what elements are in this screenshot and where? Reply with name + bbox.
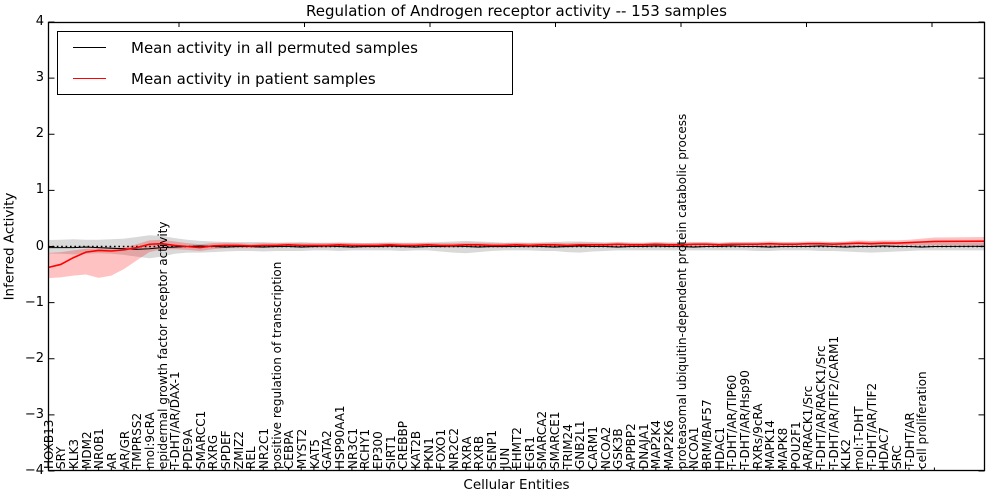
x-tick-label: MAPK14 [763, 420, 778, 469]
x-tick-label: HDAC1 [712, 426, 727, 469]
x-tick-label: T-DHT/AR [902, 412, 917, 469]
x-tick-label: NCOA2 [598, 426, 613, 469]
x-tick-label: EGR1 [522, 436, 537, 469]
band-series-1 [48, 237, 985, 279]
x-tick-label: PDE9A [180, 429, 195, 469]
y-tick-label: 0 [35, 238, 44, 254]
x-tick-label: MDM2 [79, 431, 94, 469]
x-tick-label: cell proliferation [915, 371, 930, 469]
y-tick-label: 3 [35, 70, 44, 86]
x-tick-label: mol:9cRA [142, 412, 157, 469]
x-tick-label: NR3C1 [345, 428, 360, 469]
x-tick-label: AR/GR [117, 430, 132, 469]
x-tick-label: NR2C1 [256, 428, 271, 469]
x-tick-label: CEBPA [282, 430, 297, 469]
x-tick-label: TMPRSS2 [130, 412, 145, 469]
legend-line-sample [73, 47, 106, 48]
y-tick-label: −2 [24, 350, 44, 366]
x-tick-label: HSP90AA1 [332, 405, 347, 469]
x-tick-label: CREBBP [396, 421, 411, 469]
x-tick-label: GNB2L1 [573, 420, 588, 469]
x-tick-label: SPDEF [218, 430, 233, 469]
x-tick-label: DNAJA1 [636, 423, 651, 469]
x-tick-label: RXRs/9cRA [750, 403, 765, 469]
x-tick-label: RCHY1 [358, 428, 373, 469]
x-tick-label: NR0B1 [92, 428, 107, 469]
x-tick-label: epidermal growth factor receptor activit… [155, 221, 170, 469]
x-tick-label: NR2C2 [446, 428, 461, 469]
y-tick-label: −3 [24, 406, 44, 422]
x-tick-label: POU2F1 [788, 421, 803, 469]
x-tick-label: BRM/BAF57 [700, 399, 715, 469]
x-tick-label: MAP2K6 [662, 420, 677, 469]
x-tick-label: SENP1 [484, 429, 499, 469]
x-axis-label: Cellular Entities [463, 477, 570, 493]
x-tick-label: MYST2 [294, 428, 309, 469]
x-tick-label: FOXO1 [434, 428, 449, 469]
x-tick-label: SMARCC1 [193, 410, 208, 469]
x-tick-label: GSK3B [611, 428, 626, 469]
x-tick-label: HDAC7 [877, 426, 892, 469]
x-tick-label: SMARCA2 [535, 410, 550, 469]
chart-title: Regulation of Androgen receptor activity… [306, 2, 727, 20]
x-tick-label: RXRB [472, 435, 487, 469]
x-tick-label: TRIM24 [560, 424, 575, 469]
x-tick-label: EP300 [370, 431, 385, 469]
x-tick-label: SRC [890, 445, 905, 469]
x-tick-label: T-DHT/AR/TIF2 [864, 382, 879, 469]
legend-label: Mean activity in all permuted samples [131, 38, 418, 57]
line-series-0 [48, 245, 986, 250]
x-tick-label: KAT5 [307, 439, 322, 469]
x-tick-label: positive regulation of transcription [269, 261, 284, 469]
x-tick-label: KLK2 [839, 438, 854, 469]
x-tick-label: JUN [497, 447, 512, 469]
x-tick-label: NCOA1 [687, 426, 702, 469]
x-tick-label: GATA2 [320, 430, 335, 469]
x-tick-label: MAPK8 [776, 427, 791, 469]
x-tick-label: T-DHT/AR/RACK1/Src [814, 345, 829, 469]
x-tick-label: T-DHT/AR/Hsp90 [738, 370, 753, 469]
x-tick-label: PKN1 [421, 437, 436, 469]
x-tick-label: RXRA [459, 436, 474, 469]
legend: Mean activity in all permuted samples Mea… [57, 31, 513, 95]
x-tick-label: CARM1 [586, 426, 601, 469]
x-tick-label: AR [104, 452, 119, 469]
legend-item: Mean activity in patient samples [58, 63, 512, 94]
x-tick-label: HOXB13 [41, 419, 56, 469]
x-tick-label: mol:T-DHT [852, 406, 867, 469]
y-tick-label: −4 [24, 463, 44, 478]
x-tick-label: SIRT1 [383, 435, 398, 469]
x-tick-label: RXRG [206, 434, 221, 469]
x-tick-label: KAT2B [408, 430, 423, 469]
x-tick-label: SMARCE1 [548, 411, 563, 469]
x-tick-label: MAP2K4 [649, 420, 664, 469]
x-tick-label: AR/RACK1/Src [801, 385, 816, 469]
axes-frame [47, 21, 986, 472]
x-tick-label: ZMIZ2 [231, 431, 246, 469]
x-tick-label: KLK3 [66, 438, 81, 469]
legend-line-sample [73, 78, 106, 79]
x-tick-label: T-DHT/AR/TIF2/CARM1 [826, 335, 841, 469]
y-tick-label: 1 [35, 182, 44, 198]
line-series-1 [47, 240, 986, 269]
legend-item: Mean activity in all permuted samples [58, 32, 512, 63]
legend-label: Mean activity in patient samples [131, 69, 376, 88]
x-tick-label: T-DHT/AR/TIP60 [725, 374, 740, 469]
x-tick-label: APPBP2 [624, 423, 639, 469]
x-tick-label: REL [244, 446, 259, 469]
x-tick-label: SRY [54, 446, 69, 469]
y-tick-label: −1 [24, 294, 44, 310]
y-tick-label: 4 [35, 14, 44, 29]
x-tick-label: proteasomal ubiquitin-dependent protein … [674, 113, 689, 469]
x-tick-label: T-DHT/AR/DAX-1 [168, 371, 183, 469]
y-tick-label: 2 [35, 126, 44, 142]
x-tick-label: EHMT2 [510, 427, 525, 469]
